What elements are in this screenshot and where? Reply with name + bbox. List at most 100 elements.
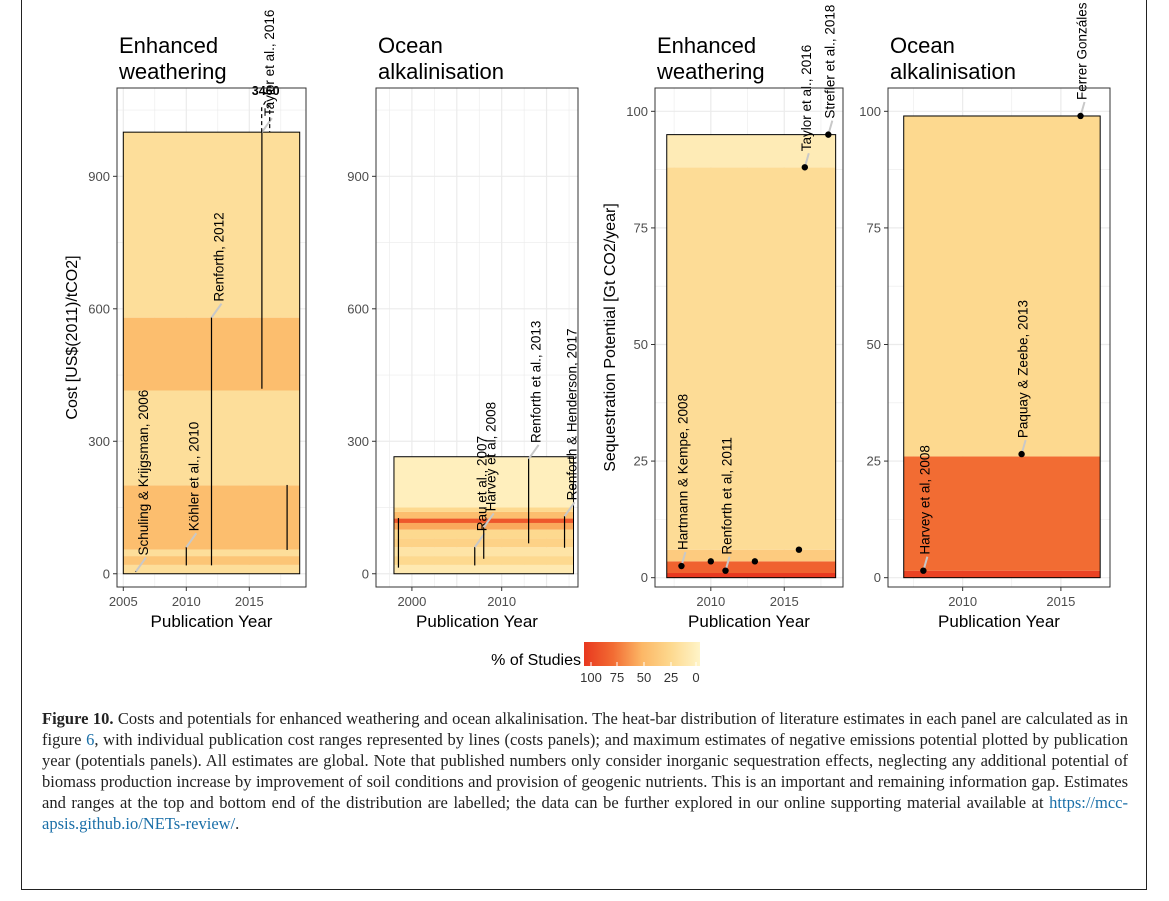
y-tick-label: 600: [88, 301, 110, 316]
range-label: Schuling & Krijgsman, 2006: [136, 390, 151, 556]
axes: 0 300 600 900 2000 2010 Publication Year: [347, 169, 538, 631]
legend-tick-label: 0: [692, 670, 699, 685]
range-label: Renforth et al., 2013: [529, 321, 544, 443]
x-axis-label: Publication Year: [416, 612, 538, 631]
data-point: [920, 567, 927, 574]
panel-3: Hartmann & Kempe, 2008 Renforth et al, 20…: [602, 5, 844, 631]
heat-band: [903, 570, 1101, 578]
panel-title: Ocean: [890, 33, 955, 58]
panel-border: [116, 87, 307, 588]
heat-band: [393, 518, 574, 523]
point-label: Paquay & Zeebe, 2013: [1016, 300, 1031, 438]
y-tick-label: 900: [347, 169, 369, 184]
heat-band: [123, 132, 300, 318]
legend-tick-label: 75: [610, 670, 624, 685]
heat-bar-outline: [666, 134, 837, 579]
panel-title: alkalinisation: [378, 59, 504, 84]
x-tick-label: 2010: [172, 594, 201, 609]
label-leader: [210, 303, 223, 319]
x-tick-label: 2005: [109, 594, 138, 609]
heat-band: [903, 115, 1101, 457]
point-label: Hartmann & Kempe, 2008: [675, 394, 690, 550]
axes: 0 25 50 75 100 2010 2015 Publication Year Seques…: [602, 104, 810, 631]
y-axis-label: Sequestration Potential [Gt CO2/year]: [602, 203, 619, 472]
data-point: [751, 558, 759, 565]
off-scale-arrow: [261, 100, 271, 133]
range-label: Taylor et al., 2016: [262, 10, 277, 117]
heat-band: [393, 511, 574, 519]
panel-title: Ocean: [378, 33, 443, 58]
y-tick-label: 0: [874, 570, 881, 585]
legend-tick-label: 50: [637, 670, 651, 685]
y-tick-label: 300: [347, 434, 369, 449]
label-leader: [527, 444, 540, 460]
x-tick-label: 2015: [235, 594, 264, 609]
range-label: Renforth & Henderson, 2017: [565, 328, 580, 500]
heat-bar-outline: [903, 115, 1101, 579]
heat-band: [123, 564, 300, 574]
range-label: Köhler et al., 2010: [186, 422, 201, 532]
panel-title: Enhanced: [119, 33, 218, 58]
heat-bar-outline: [393, 456, 575, 575]
y-tick-label: 0: [362, 566, 369, 581]
x-axis-label: Publication Year: [688, 612, 810, 631]
x-tick-label: 2000: [397, 594, 426, 609]
caption-end: .: [235, 814, 240, 833]
label-leader: [185, 532, 198, 548]
y-tick-label: 100: [859, 104, 881, 119]
panel-title: weathering: [656, 59, 765, 84]
x-tick-label: 2015: [1046, 594, 1075, 609]
y-axis-label: Cost [US$(2011)/tCO2]: [64, 255, 81, 419]
panel-title: weathering: [118, 59, 227, 84]
panel-border: [375, 87, 579, 588]
heat-bar: [903, 115, 1101, 579]
caption-text-1: Costs and potentials for enhanced weathe…: [42, 709, 1128, 749]
y-tick-label: 300: [88, 434, 110, 449]
point-label: Renforth et al, 2011: [720, 437, 735, 555]
data-point: [825, 131, 832, 138]
range-label: Harvey et al, 2008: [484, 402, 499, 512]
axes: 0 25 50 75 100 2010 2015 Publication Year: [859, 104, 1075, 631]
data-point: [801, 164, 809, 171]
heat-band: [666, 549, 836, 562]
data-point: [722, 567, 729, 574]
x-axis-label: Publication Year: [938, 612, 1060, 631]
panel-border: [654, 87, 844, 588]
y-tick-label: 50: [634, 337, 648, 352]
y-tick-label: 100: [626, 104, 648, 119]
y-tick-label: 75: [634, 220, 648, 235]
x-axis-label: Publication Year: [151, 612, 273, 631]
caption-figure-ref-link[interactable]: 6: [86, 730, 95, 749]
heat-band: [666, 561, 836, 574]
heat-band: [393, 556, 574, 565]
point-label: Harvey et al, 2008: [917, 445, 932, 555]
heat-bar-outline: [122, 131, 301, 575]
panel-1: Schuling & Krijgsman, 2006 Köhler et al.,…: [64, 10, 307, 631]
legend-title: % of Studies: [491, 652, 581, 669]
panel-title: Enhanced: [657, 33, 756, 58]
point-label: Strefler et al., 2018: [822, 5, 837, 119]
heat-bar: [666, 134, 837, 579]
heat-band: [393, 564, 574, 574]
heat-band: [393, 456, 574, 508]
y-tick-label: 0: [641, 570, 648, 585]
x-tick-label: 2010: [948, 594, 977, 609]
y-tick-label: 75: [867, 220, 881, 235]
heat-band: [666, 167, 836, 550]
heat-band: [666, 134, 836, 168]
caption-url-link[interactable]: https://mcc-apsis.github.io/NETs-review/: [42, 793, 1128, 833]
data-point: [678, 562, 685, 570]
label-leader: [563, 501, 576, 517]
legend-colorbar: [584, 642, 700, 666]
x-tick-label: 2010: [487, 594, 516, 609]
heat-band: [903, 456, 1101, 571]
range-label: Renforth, 2012: [212, 212, 227, 301]
legend-tick-label: 25: [664, 670, 678, 685]
y-tick-label: 25: [634, 454, 648, 469]
legend-tick-label: 100: [580, 670, 602, 685]
x-tick-label: 2015: [770, 594, 799, 609]
range-label: Rau et al., 2007: [475, 436, 490, 531]
data-point: [1077, 112, 1084, 120]
